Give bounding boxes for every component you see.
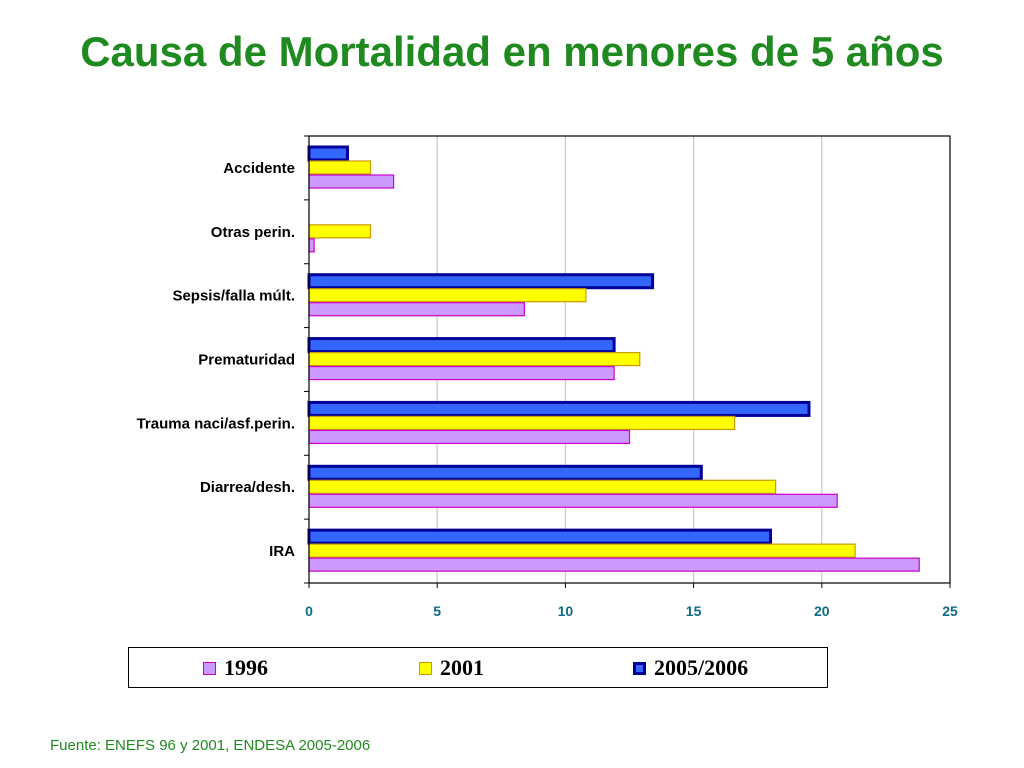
legend-label-1996: 1996 [224, 655, 268, 680]
bar-2001 [308, 351, 641, 367]
bar-2001 [308, 479, 777, 494]
category-label: Prematuridad [198, 352, 295, 369]
slide-title: Causa de Mortalidad en menores de 5 años [80, 28, 944, 75]
category-label: Diarrea/desh. [200, 479, 295, 496]
x-tick-label: 15 [686, 603, 702, 619]
bar-1996 [308, 429, 631, 445]
legend-label-2001: 2001 [440, 655, 484, 680]
bar-2001 [308, 543, 856, 558]
tick-labels: 0 5 10 15 20 25 [305, 603, 958, 619]
x-tick-label: 10 [558, 603, 574, 619]
category-label: Otras perin. [211, 224, 295, 241]
bar-2005-2006 [307, 400, 811, 417]
category-labels: Accidente Otras perin. Sepsis/falla múlt. P… [137, 160, 296, 560]
bar-2001 [308, 415, 736, 431]
x-tick-label: 25 [942, 603, 958, 619]
bar-chart: Accidente Otras perin. Sepsis/falla múlt. P… [137, 135, 958, 619]
bar-1996 [308, 238, 315, 253]
bar-2005-2006 [307, 528, 773, 545]
bar-1996 [308, 365, 615, 381]
x-tick-label: 0 [305, 603, 313, 619]
legend-swatch-2001 [419, 661, 432, 675]
axes [304, 135, 951, 588]
bar-2005-2006 [307, 464, 703, 481]
source-note: Fuente: ENEFS 96 y 2001, ENDESA 2005-200… [50, 737, 371, 754]
bar-1996 [308, 557, 920, 572]
category-label: IRA [269, 543, 295, 560]
category-label: Sepsis/falla múlt. [172, 288, 295, 305]
bar-2001 [308, 160, 372, 175]
bar-2001 [308, 288, 587, 303]
category-label: Accidente [223, 160, 295, 177]
x-tick-label: 5 [433, 603, 441, 619]
bar-1996 [308, 493, 838, 508]
plot-frame [308, 135, 951, 584]
bar-2005-2006 [307, 145, 349, 162]
chart-legend: 1996 2001 2005/2006 [128, 647, 828, 688]
legend-item-2005-2006: 2005/2006 [633, 655, 749, 680]
bar-2005-2006 [307, 337, 616, 354]
legend-swatch-2005-2006 [633, 661, 646, 675]
bar-1996 [308, 174, 395, 189]
x-tick-label: 20 [814, 603, 830, 619]
bars [307, 145, 920, 572]
legend-label-2005-2006: 2005/2006 [654, 655, 749, 680]
bar-2001 [308, 224, 372, 239]
category-label: Trauma naci/asf.perin. [137, 415, 295, 432]
legend-item-1996: 1996 [203, 655, 268, 680]
legend-swatch-1996 [203, 661, 216, 675]
bar-1996 [308, 302, 525, 317]
legend-item-2001: 2001 [419, 655, 484, 680]
bar-2005-2006 [307, 273, 655, 290]
